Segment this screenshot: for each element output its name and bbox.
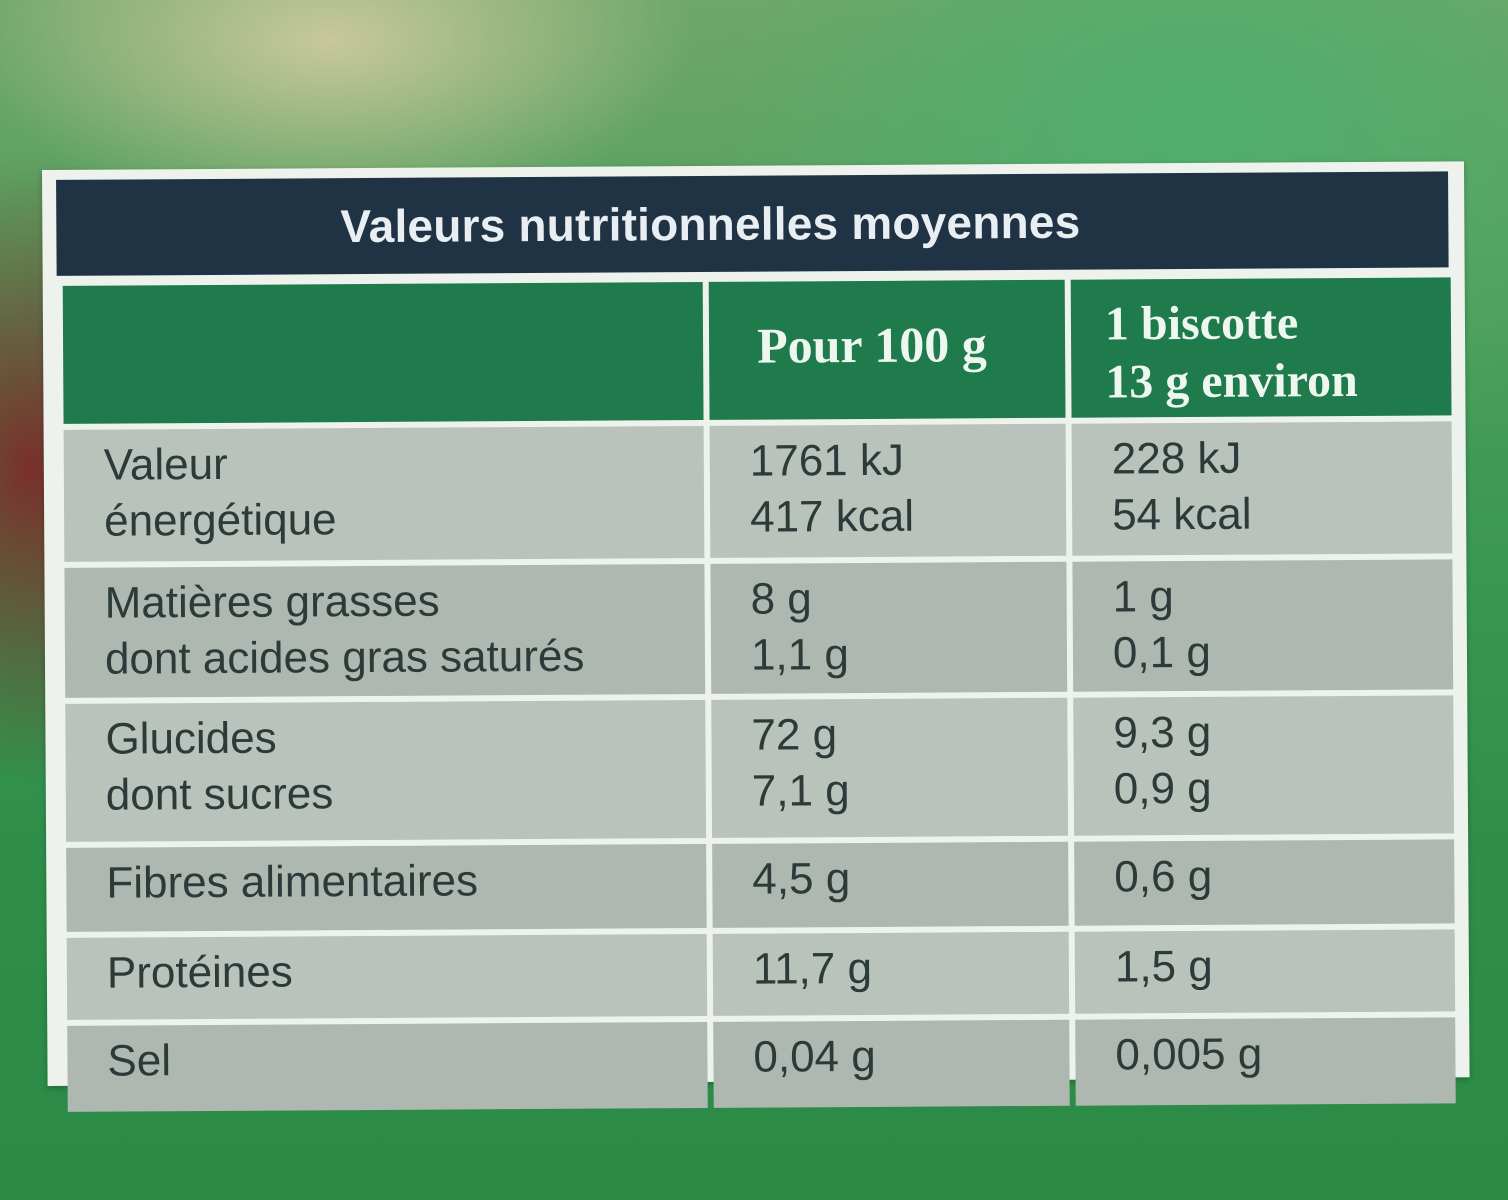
row-value-per100-proteins: 11,7 g [712,931,1070,1016]
value-line: 228 kJ [1111,433,1242,484]
row-value-perunit-fats: 1 g 0,1 g [1072,559,1454,692]
row-value-per100-fibres: 4,5 g [712,841,1069,928]
row-label-line: Fibres alimentaires [106,856,479,908]
row-label-line: Sel [107,1036,172,1086]
row-label-line: Matières grasses [104,576,440,628]
value-line: 417 kcal [749,491,915,542]
row-label-line: énergétique [103,495,337,546]
value-line: 7,1 g [751,766,850,816]
row-value-per100-energy: 1761 kJ 417 kcal [709,423,1067,558]
value-line: 0,005 g [1115,1029,1263,1080]
value-line: 1 g [1112,572,1174,622]
value-line: 9,3 g [1113,707,1212,758]
row-label-fats: Matières grasses dont acides gras saturé… [64,563,706,698]
row-label-line: Protéines [106,947,293,998]
header-per-unit-line2: 13 g environ [1105,353,1358,409]
header-per-unit: 1 biscotte 13 g environ [1070,277,1452,418]
header-empty-cell [62,281,704,424]
value-line: 1,5 g [1114,941,1213,992]
value-line: 0,6 g [1114,851,1213,902]
nutrition-facts-panel: Valeurs nutritionnelles moyennes Pour 10… [42,161,1470,1112]
nutrition-title: Valeurs nutritionnelles moyennes [56,171,1449,276]
row-label-proteins: Protéines [66,933,708,1020]
header-per-unit-line1: 1 biscotte [1104,296,1299,351]
row-label-salt: Sel [67,1021,708,1112]
row-label-fibres: Fibres alimentaires [66,843,707,932]
row-value-per100-carbs: 72 g 7,1 g [711,697,1069,838]
row-value-perunit-carbs: 9,3 g 0,9 g [1073,695,1455,836]
value-line: 11,7 g [752,943,873,994]
row-value-perunit-fibres: 0,6 g [1074,839,1455,926]
row-label-line: dont acides gras saturés [104,631,585,684]
value-line: 4,5 g [752,854,851,904]
row-value-perunit-proteins: 1,5 g [1074,929,1456,1014]
row-label-carbs: Glucides dont sucres [65,699,707,842]
row-value-per100-fats: 8 g 1,1 g [710,561,1068,694]
value-line: 0,9 g [1113,763,1212,814]
header-per-100g: Pour 100 g [708,279,1066,420]
nutrition-table: Pour 100 g 1 biscotte 13 g environ Valeu… [62,277,1456,1112]
value-line: 8 g [750,574,812,624]
value-line: 54 kcal [1111,489,1252,540]
value-line: 1761 kJ [749,435,905,486]
value-line: 0,1 g [1112,627,1211,678]
value-line: 72 g [751,710,838,760]
row-value-perunit-energy: 228 kJ 54 kcal [1071,421,1453,556]
row-label-line: Valeur [103,439,228,490]
row-label-line: dont sucres [105,769,334,820]
row-value-perunit-salt: 0,005 g [1075,1017,1456,1106]
row-label-energy: Valeur énergétique [63,425,705,562]
value-line: 1,1 g [750,630,849,680]
row-label-line: Glucides [105,713,277,764]
value-line: 0,04 g [753,1031,876,1082]
row-value-per100-salt: 0,04 g [713,1019,1070,1108]
